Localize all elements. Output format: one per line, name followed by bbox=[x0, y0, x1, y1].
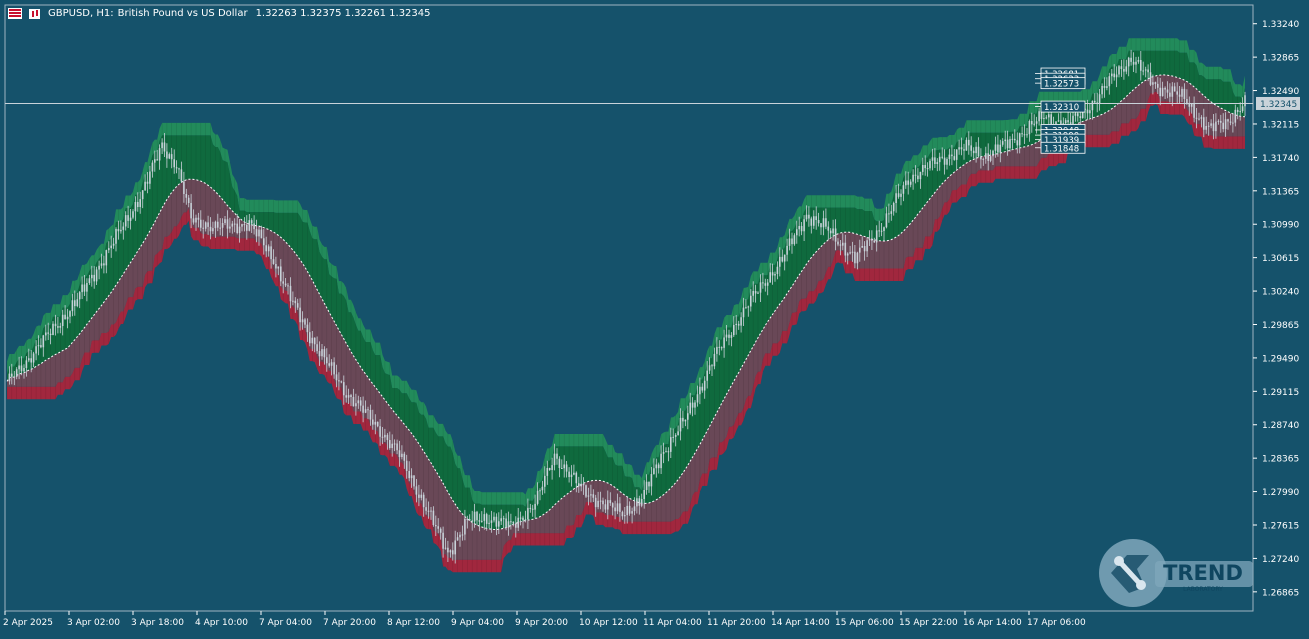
y-tick-label: 1.28365 bbox=[1262, 455, 1299, 465]
y-tick-label: 1.32115 bbox=[1262, 120, 1299, 130]
x-tick-label: 8 Apr 12:00 bbox=[387, 618, 440, 628]
lower-level-label: 1.31848 bbox=[1044, 144, 1079, 154]
y-tick-label: 1.27615 bbox=[1262, 522, 1299, 532]
current-price-box bbox=[1256, 96, 1300, 110]
x-tick-label: 7 Apr 04:00 bbox=[259, 618, 312, 628]
mid-level-label: 1.32310 bbox=[1044, 103, 1079, 113]
x-tick-label: 16 Apr 14:00 bbox=[963, 618, 1022, 628]
y-tick-label: 1.30240 bbox=[1262, 288, 1299, 298]
x-tick-label: 11 Apr 04:00 bbox=[643, 618, 702, 628]
chart-header: GBPUSD, H1: British Pound vs US Dollar 1… bbox=[8, 8, 431, 19]
logo-brand: TREND bbox=[1163, 561, 1243, 585]
y-tick-label: 1.29115 bbox=[1262, 388, 1299, 398]
current-price-label: 1.32345 bbox=[1260, 100, 1297, 110]
x-tick-label: 15 Apr 22:00 bbox=[899, 618, 958, 628]
y-tick-label: 1.29865 bbox=[1262, 321, 1299, 331]
mid-level-box bbox=[1040, 100, 1086, 113]
indicator-bands bbox=[6, 38, 1246, 573]
chart-type-icon[interactable] bbox=[29, 8, 40, 19]
lower-level-box bbox=[1040, 141, 1086, 154]
x-tick-label: 11 Apr 20:00 bbox=[707, 618, 766, 628]
y-tick-label: 1.27990 bbox=[1262, 488, 1299, 498]
y-tick-label: 1.27240 bbox=[1262, 555, 1299, 565]
x-tick-label: 9 Apr 04:00 bbox=[451, 618, 504, 628]
x-tick-label: 3 Apr 18:00 bbox=[131, 618, 184, 628]
symbol-description: British Pound vs US Dollar bbox=[117, 8, 248, 19]
x-tick-label: 3 Apr 02:00 bbox=[67, 618, 120, 628]
upper-level-box bbox=[1040, 77, 1086, 90]
trend-laboratory-logo: TREND LABORATORY bbox=[1097, 537, 1257, 609]
lower-level-label: 1.31939 bbox=[1044, 136, 1079, 146]
time-axis[interactable]: 2 Apr 2025 3 Apr 02:00 3 Apr 18:00 4 Apr 10… bbox=[3, 611, 1086, 628]
x-tick-label: 14 Apr 14:00 bbox=[771, 618, 830, 628]
symbol-label: GBPUSD, H1: bbox=[48, 8, 114, 19]
x-tick-label: 2 Apr 2025 bbox=[3, 618, 53, 628]
upper-level-label: 1.32573 bbox=[1044, 80, 1079, 90]
upper-band bbox=[7, 50, 1245, 530]
trend-laboratory-logo-graphic: TREND LABORATORY bbox=[1099, 539, 1253, 607]
x-tick-label: 9 Apr 20:00 bbox=[515, 618, 568, 628]
y-tick-label: 1.31365 bbox=[1262, 187, 1299, 197]
candles bbox=[8, 49, 1246, 564]
lower-band bbox=[7, 74, 1245, 560]
x-tick-label: 17 Apr 06:00 bbox=[1027, 618, 1086, 628]
x-tick-label: 10 Apr 12:00 bbox=[579, 618, 638, 628]
y-tick-label: 1.33240 bbox=[1262, 20, 1299, 30]
chart-frame bbox=[4, 4, 1254, 612]
y-tick-label: 1.30615 bbox=[1262, 254, 1299, 264]
moving-average-line bbox=[6, 74, 1246, 530]
ohlc-values: 1.32263 1.32375 1.32261 1.32345 bbox=[255, 8, 431, 19]
uk-flag-icon bbox=[8, 8, 22, 19]
y-tick-label: 1.29490 bbox=[1262, 354, 1299, 364]
y-tick-label: 1.26865 bbox=[1262, 588, 1299, 598]
y-tick-label: 1.32490 bbox=[1262, 87, 1299, 97]
y-tick-label: 1.30990 bbox=[1262, 221, 1299, 231]
y-tick-label: 1.32865 bbox=[1262, 54, 1299, 64]
logo-sub: LABORATORY bbox=[1183, 586, 1223, 593]
y-tick-label: 1.28740 bbox=[1262, 421, 1299, 431]
level-labels: 1.326811.326231.325731.323101.320481.319… bbox=[1035, 67, 1086, 154]
price-axis[interactable]: 1.33240 1.32865 1.32490 1.32115 1.31740 1.313… bbox=[1253, 20, 1300, 598]
x-tick-label: 15 Apr 06:00 bbox=[835, 618, 894, 628]
y-tick-label: 1.31740 bbox=[1262, 154, 1299, 164]
x-tick-label: 7 Apr 20:00 bbox=[323, 618, 376, 628]
x-tick-label: 4 Apr 10:00 bbox=[195, 618, 248, 628]
